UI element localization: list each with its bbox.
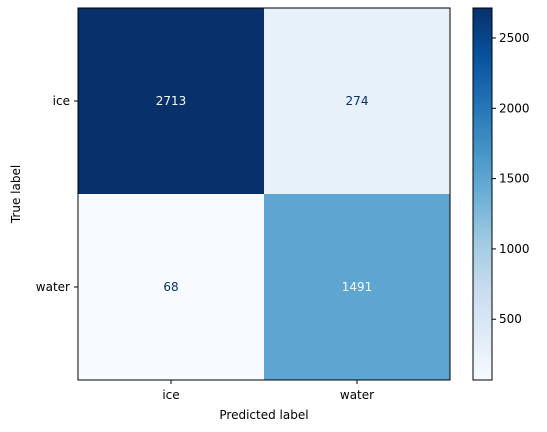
matrix-cell [78, 194, 264, 380]
colorbar-tick-label: 2000 [499, 101, 530, 115]
colorbar-tick-label: 1500 [499, 172, 530, 186]
matrix-cell [264, 194, 450, 380]
x-axis-label: Predicted label [219, 408, 308, 422]
plot-frame [77, 7, 451, 381]
x-tick-label: water [340, 388, 374, 402]
colorbar [472, 7, 493, 381]
cell-value-label: 2713 [156, 94, 187, 108]
x-axis-ticks: ice water [162, 380, 374, 402]
matrix-cells [78, 8, 450, 380]
y-axis-label: True label [9, 165, 23, 224]
colorbar-tick-label: 2500 [499, 31, 530, 45]
colorbar-ticks: 500 1000 1500 2000 2500 [492, 31, 530, 326]
cell-value-label: 1491 [342, 280, 373, 294]
matrix-cell [264, 8, 450, 194]
colorbar-tick-label: 500 [499, 312, 522, 326]
matrix-cell-labels: 2713 274 68 1491 [156, 94, 373, 294]
y-tick-label: ice [53, 94, 70, 108]
colorbar-tick-label: 1000 [499, 242, 530, 256]
cell-value-label: 68 [163, 280, 178, 294]
y-axis-ticks: ice water [36, 94, 78, 294]
x-tick-label: ice [162, 388, 179, 402]
y-tick-label: water [36, 280, 70, 294]
matrix-cell [78, 8, 264, 194]
cell-value-label: 274 [346, 94, 369, 108]
